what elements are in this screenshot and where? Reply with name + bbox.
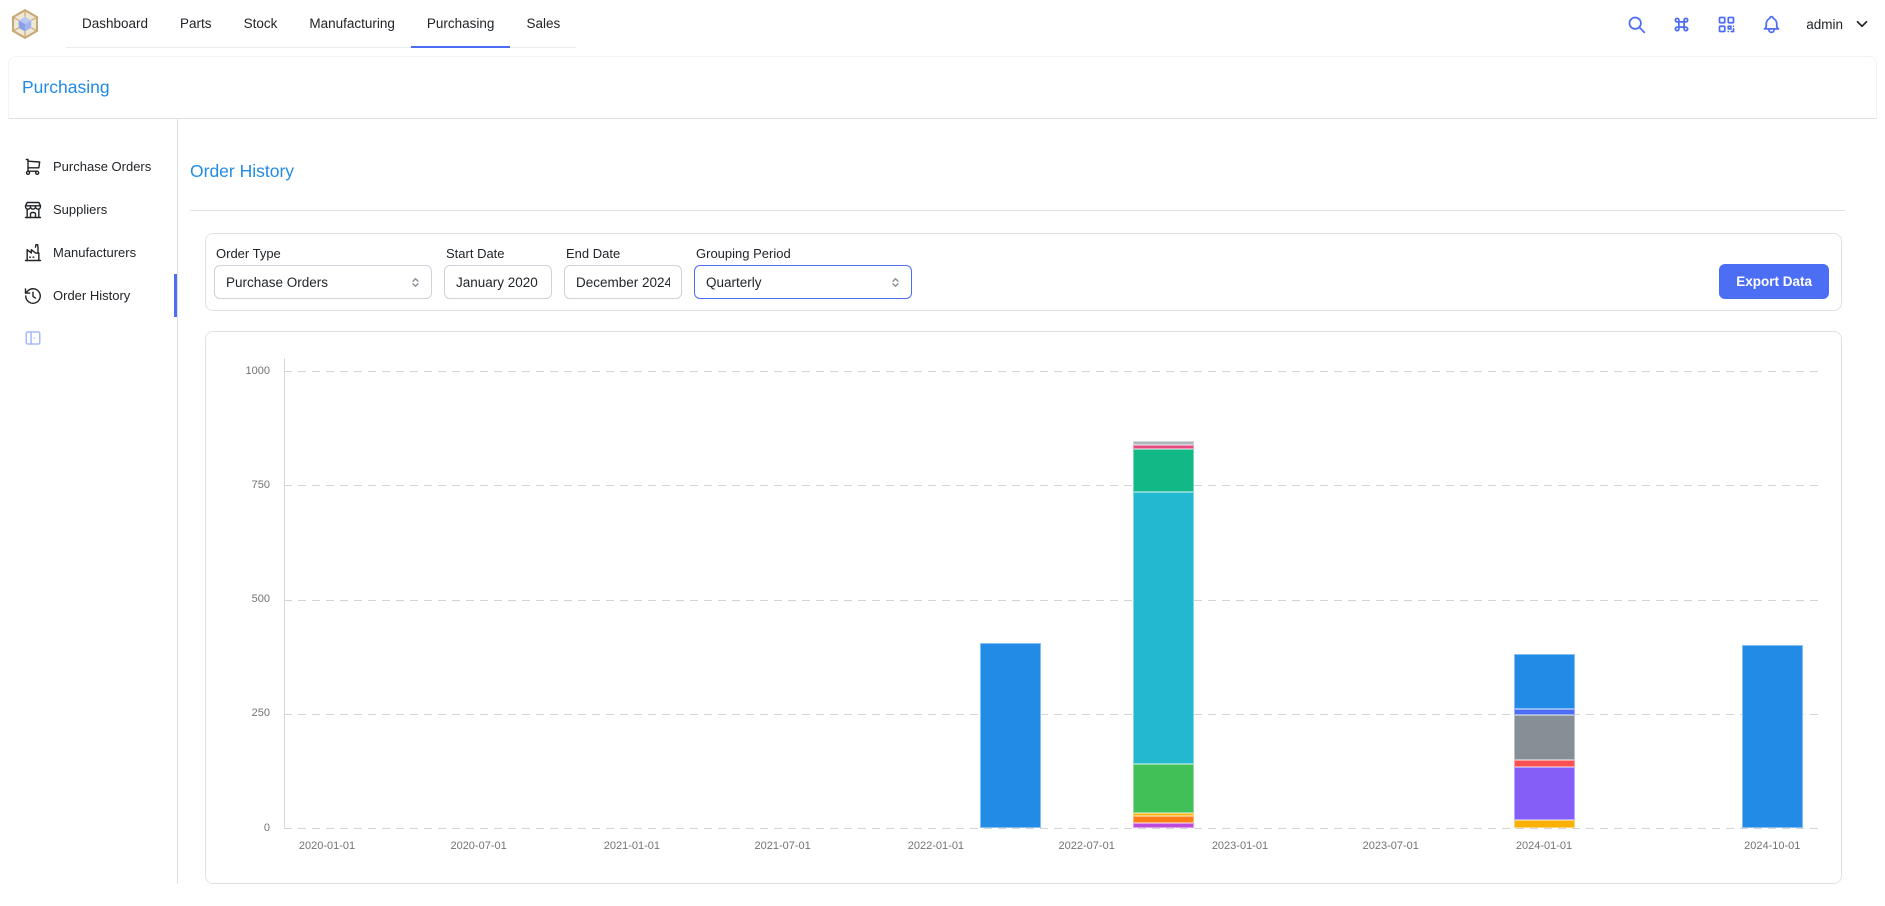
tab-sales[interactable]: Sales xyxy=(510,0,576,48)
order-type-group: Order Type Purchase Orders xyxy=(214,246,432,299)
sidebar-item-purchase-orders[interactable]: Purchase Orders xyxy=(0,145,177,188)
bar-segment[interactable] xyxy=(1742,645,1803,828)
end-date-label: End Date xyxy=(566,246,682,261)
bar-segment[interactable] xyxy=(1514,767,1575,820)
end-date-group: End Date xyxy=(564,246,682,299)
select-chevrons-icon xyxy=(408,275,423,290)
order-type-label: Order Type xyxy=(216,246,432,261)
page-header: Purchasing xyxy=(8,56,1877,119)
x-axis-tick-label: 2021-07-01 xyxy=(755,840,811,852)
start-date-label: Start Date xyxy=(446,246,552,261)
gridline xyxy=(284,485,1822,486)
gridline xyxy=(284,371,1822,372)
sidebar-item-label: Purchase Orders xyxy=(53,159,151,174)
bar-segment[interactable] xyxy=(1133,823,1194,828)
x-axis-tick-label: 2024-01-01 xyxy=(1516,840,1572,852)
y-axis-tick-label: 500 xyxy=(206,593,270,605)
bar-segment[interactable] xyxy=(1514,715,1575,760)
sidebar-item-label: Order History xyxy=(53,288,130,303)
sidebar: Purchase Orders Suppliers Manufacturers xyxy=(0,119,178,884)
chevron-down-icon xyxy=(1853,15,1871,33)
x-axis-tick-label: 2024-10-01 xyxy=(1744,840,1800,852)
bar-segment[interactable] xyxy=(1133,449,1194,492)
grouping-period-select[interactable]: Quarterly xyxy=(694,265,912,299)
bar-segment[interactable] xyxy=(1514,760,1575,767)
bar-segment[interactable] xyxy=(1133,813,1194,816)
filter-panel: Order Type Purchase Orders Start Date En… xyxy=(205,233,1842,311)
top-navbar: Dashboard Parts Stock Manufacturing Purc… xyxy=(0,0,1885,48)
bar-segment[interactable] xyxy=(1133,816,1194,824)
chart-plot-area: 0 250 500 750 1000 2020-01-01 2020-07-01 2021-0… xyxy=(206,332,1841,883)
divider xyxy=(190,210,1845,211)
bar-segment[interactable] xyxy=(1133,441,1194,445)
username: admin xyxy=(1806,17,1843,32)
sidebar-item-label: Manufacturers xyxy=(53,245,136,260)
bar-segment[interactable] xyxy=(1514,820,1575,828)
qrcode-icon[interactable] xyxy=(1716,14,1737,35)
gridline xyxy=(284,600,1822,601)
main-nav-tabs: Dashboard Parts Stock Manufacturing Purc… xyxy=(66,0,576,48)
bar-segment[interactable] xyxy=(1514,709,1575,715)
cart-icon xyxy=(23,157,43,177)
sidebar-item-label: Suppliers xyxy=(53,202,107,217)
storefront-icon xyxy=(23,200,43,220)
export-data-button[interactable]: Export Data xyxy=(1719,264,1829,299)
x-axis-tick-label: 2023-01-01 xyxy=(1212,840,1268,852)
sidebar-collapse-icon[interactable] xyxy=(24,329,42,347)
x-axis-tick-label: 2022-01-01 xyxy=(908,840,964,852)
tab-parts[interactable]: Parts xyxy=(164,0,228,48)
history-icon xyxy=(23,286,43,306)
y-axis-line xyxy=(284,358,285,828)
tab-purchasing[interactable]: Purchasing xyxy=(411,0,511,48)
bar-segment[interactable] xyxy=(1514,654,1575,709)
sidebar-item-order-history[interactable]: Order History xyxy=(0,274,177,317)
start-date-input[interactable] xyxy=(444,265,552,299)
factory-icon xyxy=(23,243,43,263)
x-axis-tick-label: 2023-07-01 xyxy=(1363,840,1419,852)
order-history-chart: 0 250 500 750 1000 2020-01-01 2020-07-01 2021-0… xyxy=(205,331,1842,884)
grouping-period-group: Grouping Period Quarterly xyxy=(694,246,912,299)
header-actions: admin xyxy=(1626,14,1871,35)
order-type-select[interactable]: Purchase Orders xyxy=(214,265,432,299)
page-title: Purchasing xyxy=(22,77,110,98)
bar-segment[interactable] xyxy=(1133,445,1194,449)
start-date-group: Start Date xyxy=(444,246,552,299)
bar-segment[interactable] xyxy=(1133,492,1194,764)
tab-stock[interactable]: Stock xyxy=(228,0,294,48)
gridline xyxy=(284,714,1822,715)
section-title: Order History xyxy=(190,161,1845,182)
x-axis-tick-label: 2020-07-01 xyxy=(450,840,506,852)
grouping-period-label: Grouping Period xyxy=(696,246,912,261)
bar-segment[interactable] xyxy=(980,643,1041,828)
user-menu[interactable]: admin xyxy=(1806,15,1871,33)
select-chevrons-icon xyxy=(888,275,903,290)
x-axis-tick-label: 2021-01-01 xyxy=(604,840,660,852)
command-icon[interactable] xyxy=(1671,14,1692,35)
search-icon[interactable] xyxy=(1626,14,1647,35)
gridline xyxy=(284,828,1822,829)
y-axis-tick-label: 250 xyxy=(206,707,270,719)
y-axis-tick-label: 0 xyxy=(206,822,270,834)
bar-segment[interactable] xyxy=(1133,764,1194,812)
x-axis-tick-label: 2022-07-01 xyxy=(1059,840,1115,852)
content-area: Order History Order Type Purchase Orders… xyxy=(178,119,1885,884)
x-axis-tick-label: 2020-01-01 xyxy=(299,840,355,852)
bell-icon[interactable] xyxy=(1761,14,1782,35)
tab-manufacturing[interactable]: Manufacturing xyxy=(293,0,411,48)
sidebar-item-manufacturers[interactable]: Manufacturers xyxy=(0,231,177,274)
tab-dashboard[interactable]: Dashboard xyxy=(66,0,164,48)
end-date-input[interactable] xyxy=(564,265,682,299)
y-axis-tick-label: 750 xyxy=(206,479,270,491)
app-logo-icon[interactable] xyxy=(10,9,40,39)
sidebar-item-suppliers[interactable]: Suppliers xyxy=(0,188,177,231)
y-axis-tick-label: 1000 xyxy=(206,365,270,377)
